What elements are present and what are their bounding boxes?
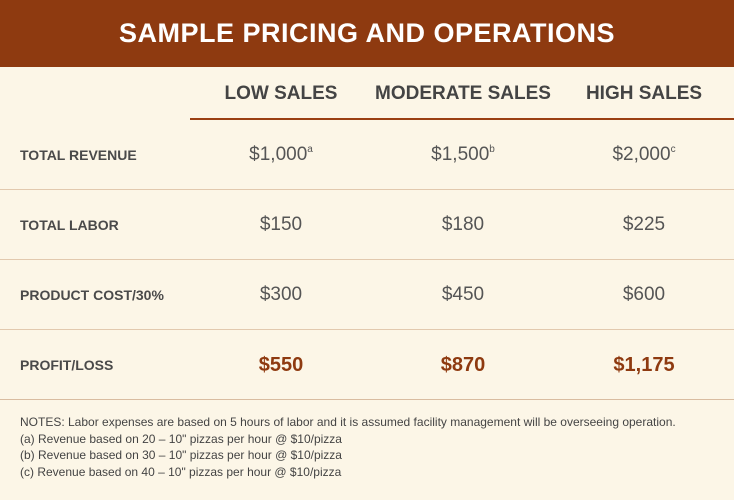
- table-cell: $300: [259, 284, 303, 305]
- row-divider: [0, 189, 734, 190]
- table-row-total-labor: TOTAL LABOR $150 $180 $225: [0, 190, 734, 260]
- footnote-b: (b) Revenue based on 30 – 10" pizzas per…: [20, 448, 342, 462]
- table-cell: $1,500b: [431, 144, 495, 165]
- row-divider: [0, 259, 734, 260]
- row-label: TOTAL LABOR: [20, 217, 119, 233]
- table-cell: $600: [622, 284, 666, 305]
- table-cell-profit: $870: [440, 354, 486, 376]
- row-divider: [0, 329, 734, 330]
- row-label: TOTAL REVENUE: [20, 147, 137, 163]
- table-cell: $1,000a: [249, 144, 313, 165]
- table-cell: $450: [441, 284, 485, 305]
- footnote-marker: c: [670, 144, 676, 155]
- header-divider: [190, 118, 734, 120]
- notes-text: NOTES: Labor expenses are based on 5 hou…: [20, 415, 676, 429]
- table-cell: $180: [441, 214, 485, 235]
- table-bottom-divider: [0, 399, 734, 400]
- table-row-profit-loss: PROFIT/LOSS $550 $870 $1,175: [0, 330, 734, 400]
- table-row-product-cost: PRODUCT COST/30% $300 $450 $600: [0, 260, 734, 330]
- table-row-total-revenue: TOTAL REVENUE $1,000a $1,500b $2,000c: [0, 120, 734, 190]
- row-label: PRODUCT COST/30%: [20, 287, 164, 303]
- table-cell-profit: $550: [258, 354, 304, 376]
- table-cell-profit: $1,175: [613, 354, 675, 376]
- table-cell: $225: [622, 214, 666, 235]
- table-cell: $2,000c: [612, 144, 676, 165]
- column-header-moderate-sales: MODERATE SALES: [375, 83, 551, 104]
- footnote-a: (a) Revenue based on 20 – 10" pizzas per…: [20, 431, 342, 446]
- table-cell: $150: [259, 214, 303, 235]
- footnote-marker: a: [307, 144, 313, 155]
- column-header-low-sales: LOW SALES: [224, 83, 338, 104]
- row-label: PROFIT/LOSS: [20, 357, 114, 373]
- page-title: SAMPLE PRICING AND OPERATIONS: [0, 0, 734, 67]
- notes: NOTES: Labor expenses are based on 5 hou…: [20, 414, 720, 480]
- footnote-c: (c) Revenue based on 40 – 10" pizzas per…: [20, 464, 342, 479]
- column-header-high-sales: HIGH SALES: [585, 83, 703, 104]
- footnote-marker: b: [489, 144, 495, 155]
